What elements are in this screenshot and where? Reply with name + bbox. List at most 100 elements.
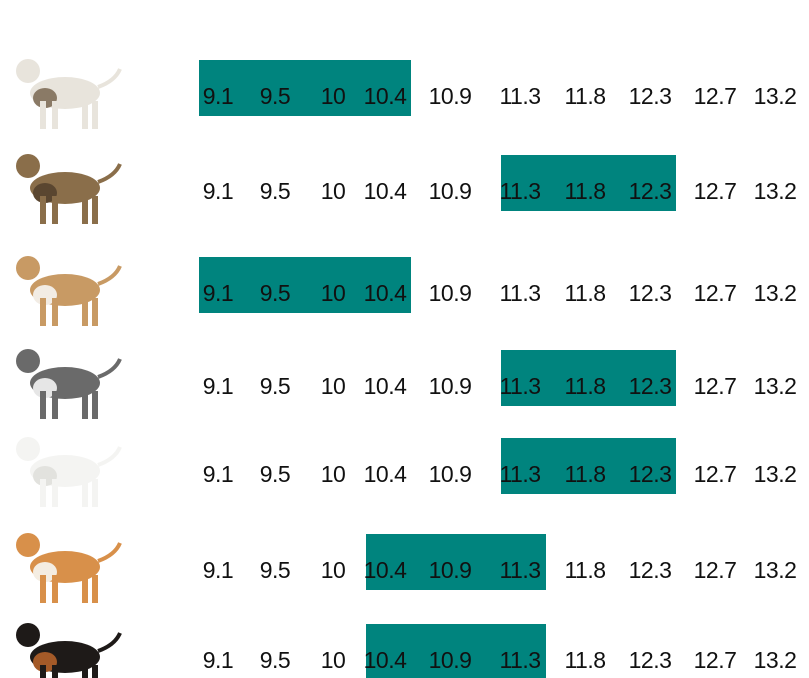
- scale-label: 9.1: [203, 461, 233, 487]
- scale-label: 10: [321, 83, 346, 109]
- dog-leg: [52, 665, 58, 678]
- scale-label: 11.8: [564, 280, 605, 306]
- dog-tail: [98, 359, 120, 377]
- dog-head: [16, 623, 40, 647]
- scale-label: 12.3: [629, 647, 672, 673]
- scale-label: 12.3: [629, 280, 672, 306]
- scale-label: 12.3: [629, 83, 672, 109]
- dog-leg: [92, 391, 98, 419]
- scale-label: 10.9: [429, 83, 472, 109]
- scale-label: 9.5: [260, 83, 290, 109]
- scale-label: 10.4: [364, 647, 407, 673]
- scale-label: 10: [321, 461, 346, 487]
- dog-tail: [98, 543, 120, 561]
- dog-leg: [52, 101, 58, 129]
- scale-label: 10.9: [429, 373, 472, 399]
- scale-label: 9.5: [260, 373, 290, 399]
- scale-label: 9.1: [203, 178, 233, 204]
- dog-leg: [52, 196, 58, 224]
- scale-label: 11.3: [499, 280, 540, 306]
- scale-label: 11.8: [564, 178, 605, 204]
- scale-label: 10.4: [364, 461, 407, 487]
- scale-label: 10.4: [364, 178, 407, 204]
- scale-label: 11.8: [564, 83, 605, 109]
- dog-leg: [40, 479, 46, 507]
- scale-label: 10.9: [429, 178, 472, 204]
- dog-leg: [52, 298, 58, 326]
- scale-label: 10: [321, 178, 346, 204]
- scale-label: 13.2: [754, 557, 797, 583]
- dog-tail: [98, 164, 120, 182]
- scale-label: 11.3: [499, 647, 540, 673]
- dog-leg: [40, 575, 46, 603]
- dog-image: [16, 349, 120, 419]
- scale-label: 10.4: [364, 83, 407, 109]
- dog-leg: [92, 575, 98, 603]
- scale-label: 12.7: [694, 373, 737, 399]
- dog-leg: [40, 101, 46, 129]
- scale-label: 12.3: [629, 461, 672, 487]
- dog-head: [16, 59, 40, 83]
- dog-leg: [92, 101, 98, 129]
- scale-label: 13.2: [754, 647, 797, 673]
- dog-head: [16, 533, 40, 557]
- scale-label: 11.3: [499, 83, 540, 109]
- scale-label: 12.7: [694, 461, 737, 487]
- scale-label: 9.5: [260, 647, 290, 673]
- scale-label: 10: [321, 647, 346, 673]
- scale-label: 10.9: [429, 647, 472, 673]
- scale-label: 11.3: [499, 557, 540, 583]
- dog-leg: [82, 391, 88, 419]
- scale-label: 9.5: [260, 461, 290, 487]
- dog-leg: [40, 391, 46, 419]
- dog-leg: [82, 575, 88, 603]
- scale-label: 11.3: [499, 178, 540, 204]
- scale-label: 10.9: [429, 557, 472, 583]
- dog-tail: [98, 447, 120, 465]
- dog-leg: [52, 575, 58, 603]
- scale-label: 12.3: [629, 178, 672, 204]
- scale-label: 9.5: [260, 280, 290, 306]
- scale-label: 11.8: [564, 557, 605, 583]
- dog-leg: [40, 196, 46, 224]
- dog-tail: [98, 69, 120, 87]
- dog-head: [16, 256, 40, 280]
- dog-leg: [40, 298, 46, 326]
- dog-leg: [52, 479, 58, 507]
- scale-label: 13.2: [754, 461, 797, 487]
- dog-leg: [82, 298, 88, 326]
- scale-label: 11.8: [564, 461, 605, 487]
- scale-label: 13.2: [754, 83, 797, 109]
- scale-label: 10.4: [364, 280, 407, 306]
- scale-label: 10.9: [429, 461, 472, 487]
- scale-label: 10.9: [429, 280, 472, 306]
- dog-head: [16, 349, 40, 373]
- scale-label: 11.8: [564, 647, 605, 673]
- dog-leg: [52, 391, 58, 419]
- scale-label: 9.5: [260, 178, 290, 204]
- dog-leg: [82, 665, 88, 678]
- page: 9.1 9.5 10 10.4 10.9 11.3 11.8 12.3 12.7 13.2 9.1 9…: [0, 0, 809, 678]
- dog-image: [16, 533, 120, 603]
- scale-label: 12.3: [629, 557, 672, 583]
- scale-label: 9.1: [203, 83, 233, 109]
- scale-label: 9.1: [203, 280, 233, 306]
- scale-label: 9.1: [203, 557, 233, 583]
- dog-head: [16, 437, 40, 461]
- scale-label: 12.7: [694, 83, 737, 109]
- dog-image: [16, 154, 120, 224]
- scale-label: 10: [321, 280, 346, 306]
- dog-image: [16, 623, 120, 678]
- scale-label: 12.7: [694, 280, 737, 306]
- scale-label: 12.3: [629, 373, 672, 399]
- scale-label: 13.2: [754, 373, 797, 399]
- dog-head: [16, 154, 40, 178]
- scale-label: 9.5: [260, 557, 290, 583]
- dog-leg: [92, 665, 98, 678]
- scale-label: 11.8: [564, 373, 605, 399]
- scale-label: 12.7: [694, 178, 737, 204]
- scale-label: 11.3: [499, 461, 540, 487]
- dog-image: [16, 256, 120, 326]
- dog-leg: [92, 479, 98, 507]
- dog-tail: [98, 633, 120, 651]
